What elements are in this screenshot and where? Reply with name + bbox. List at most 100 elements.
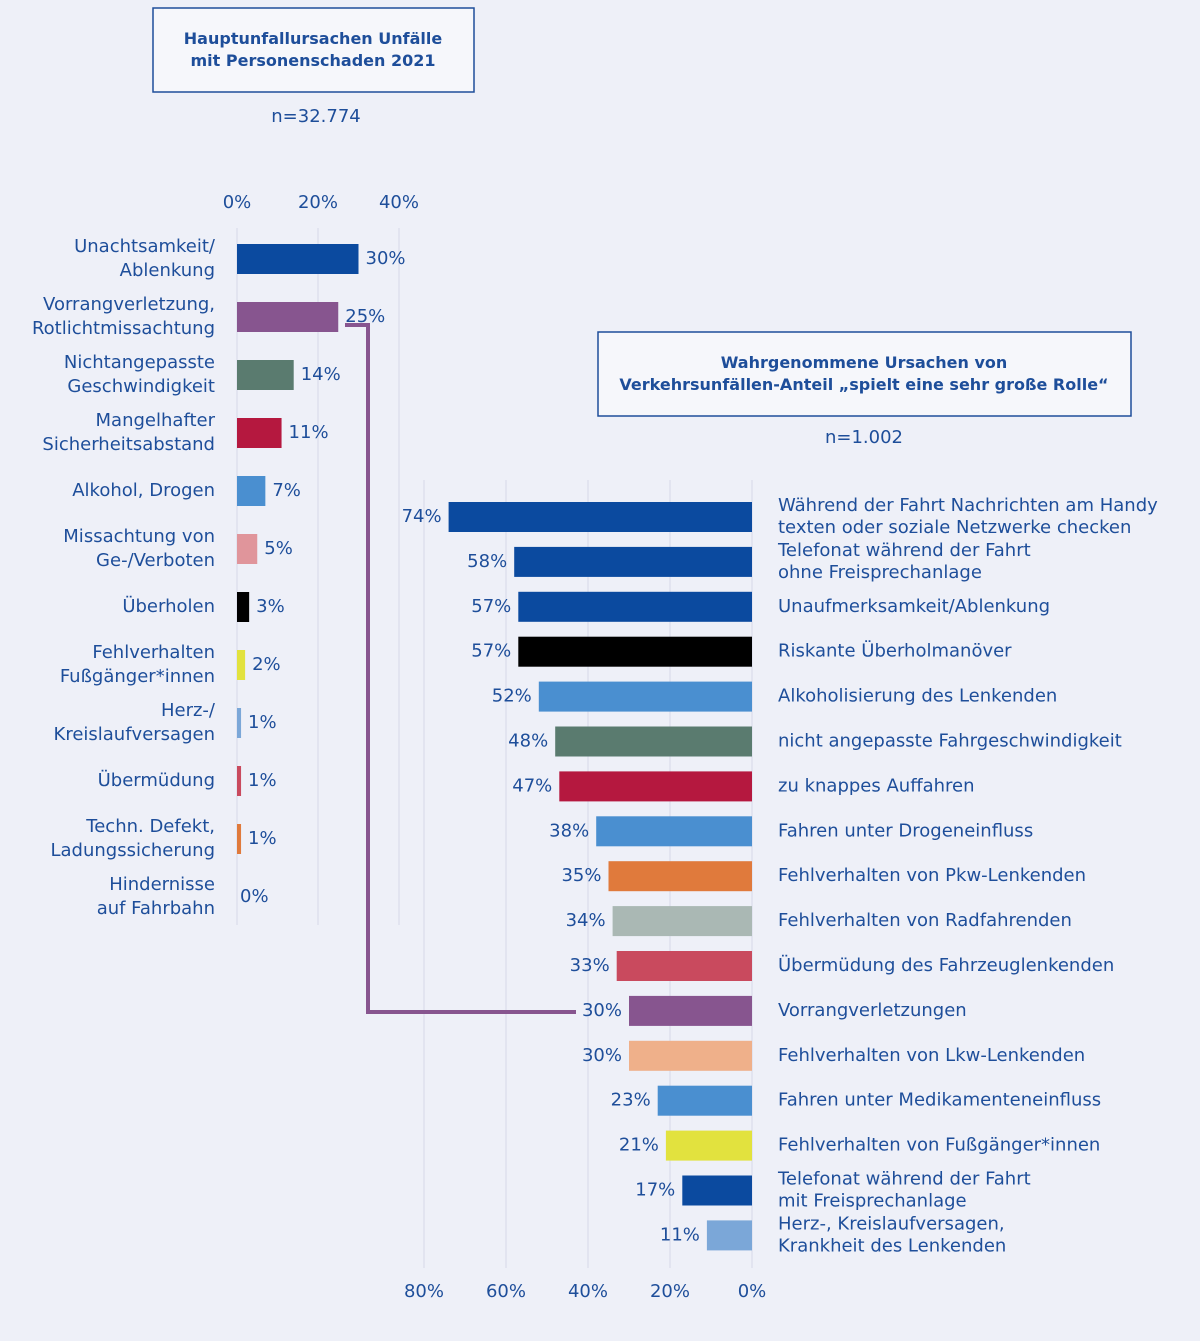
category-label: Riskante Überholmanöver [778, 640, 1012, 662]
bar [657, 1085, 752, 1116]
bar [514, 546, 752, 577]
bar [237, 534, 258, 564]
bar [665, 1130, 752, 1161]
bar [237, 650, 246, 680]
bar [237, 708, 242, 738]
value-label: 52% [492, 686, 532, 707]
category-label: Telefonat während der Fahrt mit Freisprec… [777, 1169, 1031, 1212]
category-label: Hindernisse auf Fahrbahn [97, 874, 215, 919]
bar [448, 502, 752, 532]
bar [237, 592, 250, 622]
connector-line [345, 323, 576, 1014]
category-label: Vorrangverletzung, Rotlichtmissachtung [32, 294, 215, 339]
x-tick-label: 20% [650, 1281, 690, 1302]
category-label: Überholen [122, 595, 215, 617]
x-tick-label: 20% [298, 192, 338, 213]
bar [237, 244, 359, 274]
x-tick-label: 0% [738, 1281, 767, 1302]
value-label: 57% [471, 596, 511, 617]
bar [612, 906, 752, 937]
category-label: Techn. Defekt, Ladungssicherung [50, 816, 215, 861]
category-label: Mangelhafter Sicherheitsabstand [42, 410, 215, 455]
value-label: 2% [252, 654, 281, 675]
category-label: Unachtsamkeit/Ablenkung [74, 236, 216, 281]
bar [629, 995, 752, 1026]
x-tick-label: 40% [379, 192, 419, 213]
bar [237, 360, 294, 390]
bar [237, 302, 339, 332]
value-label: 7% [272, 480, 301, 501]
value-label: 1% [248, 770, 277, 791]
value-label: 58% [467, 551, 507, 572]
bar [559, 771, 752, 802]
title-box [152, 7, 475, 93]
category-label: Alkoholisierung des Lenkenden [778, 686, 1057, 707]
value-label: 30% [582, 1045, 622, 1066]
category-label: Fehlverhalten von Pkw-Lenkenden [778, 865, 1086, 886]
title-box [597, 331, 1132, 417]
bar [518, 591, 752, 622]
chart-title: Hauptunfallursachen Unfälle mit Personens… [184, 29, 443, 70]
bar [682, 1175, 752, 1206]
x-tick-label: 40% [568, 1281, 608, 1302]
value-label: 1% [248, 828, 277, 849]
category-label: Telefonat während der Fahrt ohne Freispre… [777, 540, 1031, 583]
bar [237, 824, 242, 854]
bar [629, 1040, 752, 1071]
value-label: 25% [345, 306, 385, 327]
category-label: Alkohol, Drogen [72, 480, 215, 501]
value-label: 30% [366, 248, 406, 269]
category-label: Herz-, Kreislaufversagen, Krankheit des L… [778, 1213, 1006, 1256]
value-label: 34% [566, 910, 606, 931]
bar [237, 418, 282, 448]
value-label: 74% [402, 506, 442, 527]
bar [596, 816, 752, 847]
value-label: 5% [264, 538, 293, 559]
category-label: Übermüdung des Fahrzeuglenkenden [778, 954, 1114, 976]
value-label: 35% [561, 865, 601, 886]
value-label: 38% [549, 820, 589, 841]
category-label: Unaufmerksamkeit/Ablenkung [778, 596, 1050, 617]
category-label: Fehlverhalten von Radfahrenden [778, 910, 1072, 931]
x-tick-label: 80% [404, 1281, 444, 1302]
value-label: 1% [248, 712, 277, 733]
chart-subtitle: n=32.774 [271, 106, 360, 127]
value-label: 30% [582, 1000, 622, 1021]
category-label: Nichtangepasste Geschwindigkeit [64, 352, 215, 397]
category-label: zu knappes Auffahren [778, 775, 975, 796]
category-label: nicht angepasste Fahrgeschwindigkeit [778, 731, 1122, 752]
value-label: 48% [508, 731, 548, 752]
x-tick-label: 60% [486, 1281, 526, 1302]
bar [616, 951, 752, 981]
value-label: 47% [512, 775, 552, 796]
x-tick-label: 0% [223, 192, 252, 213]
category-label: Fehlverhalten von Fußgänger*innen [778, 1135, 1100, 1156]
value-label: 17% [635, 1180, 675, 1201]
value-label: 0% [240, 886, 269, 907]
bar [706, 1220, 752, 1251]
value-label: 21% [619, 1135, 659, 1156]
value-label: 3% [256, 596, 285, 617]
category-label: Fahren unter Medikamenteneinfluss [778, 1090, 1101, 1111]
value-label: 33% [570, 955, 610, 976]
bar [237, 766, 242, 796]
bar [518, 636, 752, 667]
category-label: Übermüdung [98, 769, 215, 791]
category-label: Fehlverhalten von Lkw-Lenkenden [778, 1045, 1085, 1066]
chart-subtitle: n=1.002 [825, 427, 903, 448]
category-label: Missachtung von Ge-/Verboten [63, 526, 215, 571]
category-label: Fahren unter Drogeneinfluss [778, 820, 1033, 841]
category-label: Während der Fahrt Nachrichten am Handy te… [778, 495, 1158, 538]
chart-title: Wahrgenommene Ursachen von Verkehrsunfäll… [619, 353, 1108, 394]
value-label: 57% [471, 641, 511, 662]
category-label: Herz-/Kreislaufversagen [54, 700, 216, 745]
category-label: Vorrangverletzungen [778, 1000, 967, 1021]
bar [555, 726, 752, 757]
bar [608, 861, 752, 892]
category-label: Fehlverhalten Fußgänger*innen [60, 642, 215, 687]
value-label: 14% [301, 364, 341, 385]
value-label: 23% [611, 1090, 651, 1111]
value-label: 11% [289, 422, 329, 443]
